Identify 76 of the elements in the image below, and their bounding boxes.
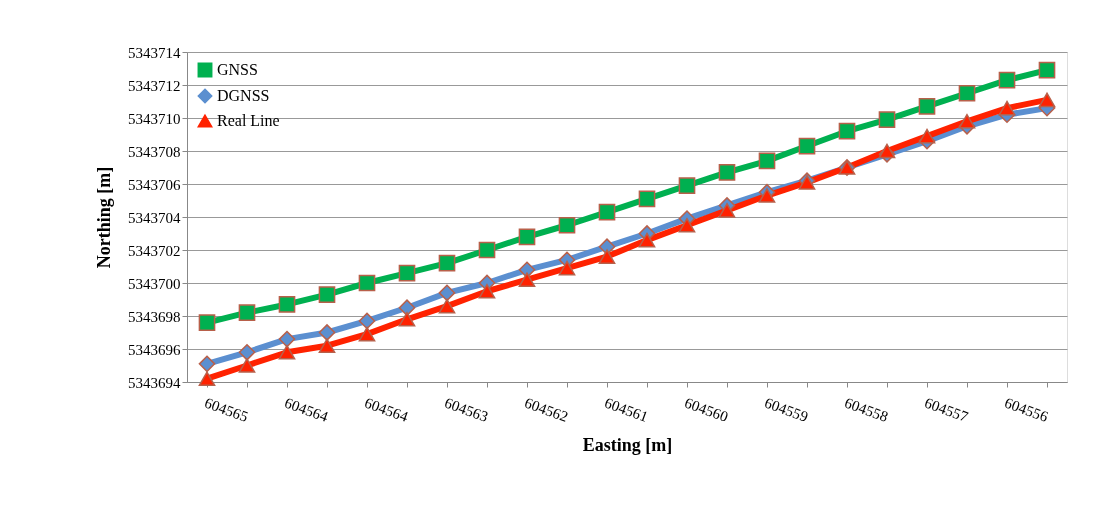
point [598,249,616,264]
point [318,286,336,303]
point [358,326,376,342]
point [438,254,456,272]
point [478,283,496,299]
y-tick-label: 5343694 [128,374,181,391]
legend-label: GNSS [217,61,258,78]
x-tick-label: 604565 [202,394,251,425]
point [758,188,776,203]
point [278,330,296,348]
y-tick-label: 5343704 [128,209,181,226]
point [518,228,536,246]
point [278,296,296,313]
point [358,274,376,292]
point [918,98,936,115]
y-tick-label: 5343712 [128,77,181,94]
x-tick-label: 604560 [682,394,731,425]
point [718,203,736,218]
point [878,143,896,159]
point [438,298,456,314]
x-axis-title: Easting [m] [582,434,673,455]
point [238,343,256,361]
y-tick-label: 5343714 [128,44,181,61]
point [198,314,216,331]
point [998,100,1016,116]
y-axis-title: Northing [m] [94,166,114,269]
y-tick-label: 5343698 [128,308,181,325]
point [398,299,416,317]
point [638,190,656,208]
point [678,217,696,233]
point [678,177,696,194]
point [758,152,776,170]
y-tick-label: 5343710 [128,110,181,127]
point [638,232,656,248]
point [238,358,256,373]
point [558,260,576,276]
x-tick-label: 604558 [842,394,891,425]
x-tick-label: 604559 [762,394,811,425]
point [718,164,736,181]
point [958,84,976,102]
point [598,203,616,221]
point [398,264,416,282]
point [838,122,856,140]
point [398,311,416,327]
y-tick-label: 5343702 [128,242,181,259]
point [1038,92,1056,108]
point [278,344,296,360]
y-tick-label: 5343696 [128,341,181,358]
point [438,284,456,302]
y-tick-label: 5343708 [128,143,181,160]
point [238,304,256,322]
point [1038,61,1056,79]
x-tick-label: 604564 [362,394,411,426]
point [958,113,976,129]
x-tick-label: 604563 [442,394,491,425]
legend-label: Real Line [217,112,280,129]
point [518,272,536,288]
point [478,241,496,259]
point [878,111,896,128]
legend-label: DGNSS [217,87,270,104]
point [198,355,216,373]
x-tick-label: 604556 [1002,394,1051,426]
point [318,324,336,341]
y-tick-label: 5343700 [128,275,181,292]
point [198,371,216,387]
x-tick-label: 604557 [922,394,971,426]
x-tick-label: 604564 [282,394,331,426]
y-tick-label: 5343706 [128,176,181,193]
point [358,312,376,330]
point [318,338,336,354]
point [918,128,936,144]
point [558,216,576,234]
point [798,137,816,155]
point [998,71,1016,89]
x-tick-label: 604562 [522,394,571,425]
x-tick-label: 604561 [602,394,651,425]
